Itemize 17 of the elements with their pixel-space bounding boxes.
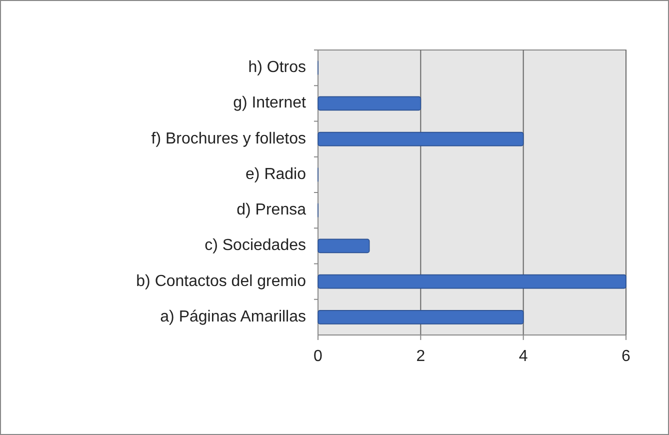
x-tick-label: 2 <box>416 348 426 365</box>
y-tick-label: h) Otros <box>248 59 306 76</box>
y-tick-label: d) Prensa <box>236 202 306 219</box>
bar <box>318 132 524 146</box>
y-tick-label: f) Brochures y folletos <box>151 130 306 148</box>
bar <box>318 310 524 324</box>
y-tick-label: b) Contactos del gremio <box>136 272 306 290</box>
x-tick-label: 6 <box>622 348 631 365</box>
y-tick-label: a) Páginas Amarillas <box>160 308 306 326</box>
y-tick-label: c) Sociedades <box>204 237 306 254</box>
y-tick-label: g) Internet <box>233 94 307 112</box>
x-tick-label: 0 <box>314 348 323 365</box>
bar <box>318 274 626 289</box>
bar <box>318 96 422 111</box>
y-tick-label: e) Radio <box>246 166 306 183</box>
bar <box>318 238 370 254</box>
x-tick-label: 4 <box>518 348 528 365</box>
